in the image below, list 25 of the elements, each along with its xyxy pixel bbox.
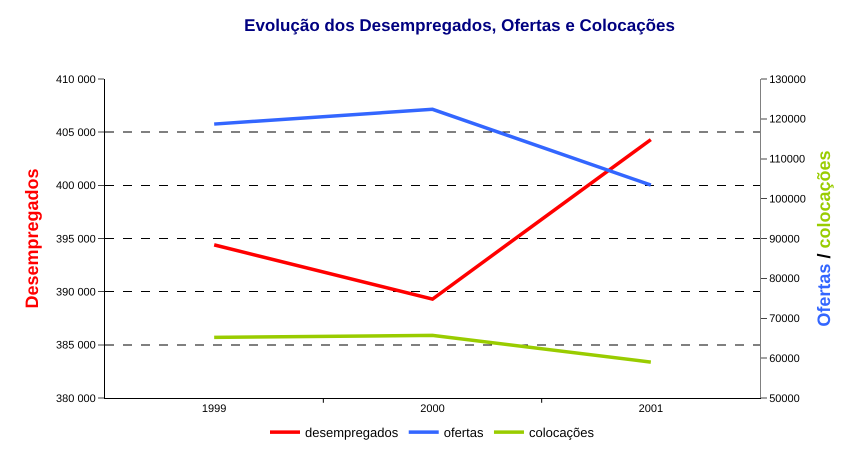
y2-tick-label: 70000 (769, 313, 800, 326)
y-axis-title: Desempregados (22, 168, 42, 309)
x-tick-label: 2000 (420, 403, 445, 416)
y2-tick-label: 100000 (769, 193, 806, 206)
y-tick-label: 405 000 (56, 127, 96, 140)
y-tick-label: 380 000 (56, 392, 96, 405)
y2-axis-title: Ofertas / colocações (814, 150, 834, 327)
y2-tick-label: 130000 (769, 74, 806, 86)
y2-tick-label: 50000 (769, 392, 800, 405)
chart-title: Evolução dos Desempregados, Ofertas e Colocações (244, 16, 675, 35)
y-tick-label: 390 000 (56, 286, 96, 299)
x-tick-label: 1999 (202, 403, 226, 416)
y2-tick-label: 90000 (769, 233, 800, 246)
y-tick-label: 385 000 (56, 340, 96, 352)
y2-tick-label: 60000 (769, 352, 800, 365)
legend-label: colocações (528, 425, 595, 440)
y-tick-label: 395 000 (56, 233, 96, 246)
x-tick-label: 2001 (638, 403, 664, 416)
y2-tick-label: 120000 (769, 114, 806, 126)
y-tick-label: 400 000 (56, 180, 96, 192)
y2-tick-label: 80000 (769, 273, 800, 286)
legend-label: ofertas (444, 425, 484, 440)
y-tick-label: 410 000 (56, 74, 96, 86)
legend-label: desempregados (305, 425, 399, 440)
y2-tick-label: 110000 (769, 154, 806, 166)
